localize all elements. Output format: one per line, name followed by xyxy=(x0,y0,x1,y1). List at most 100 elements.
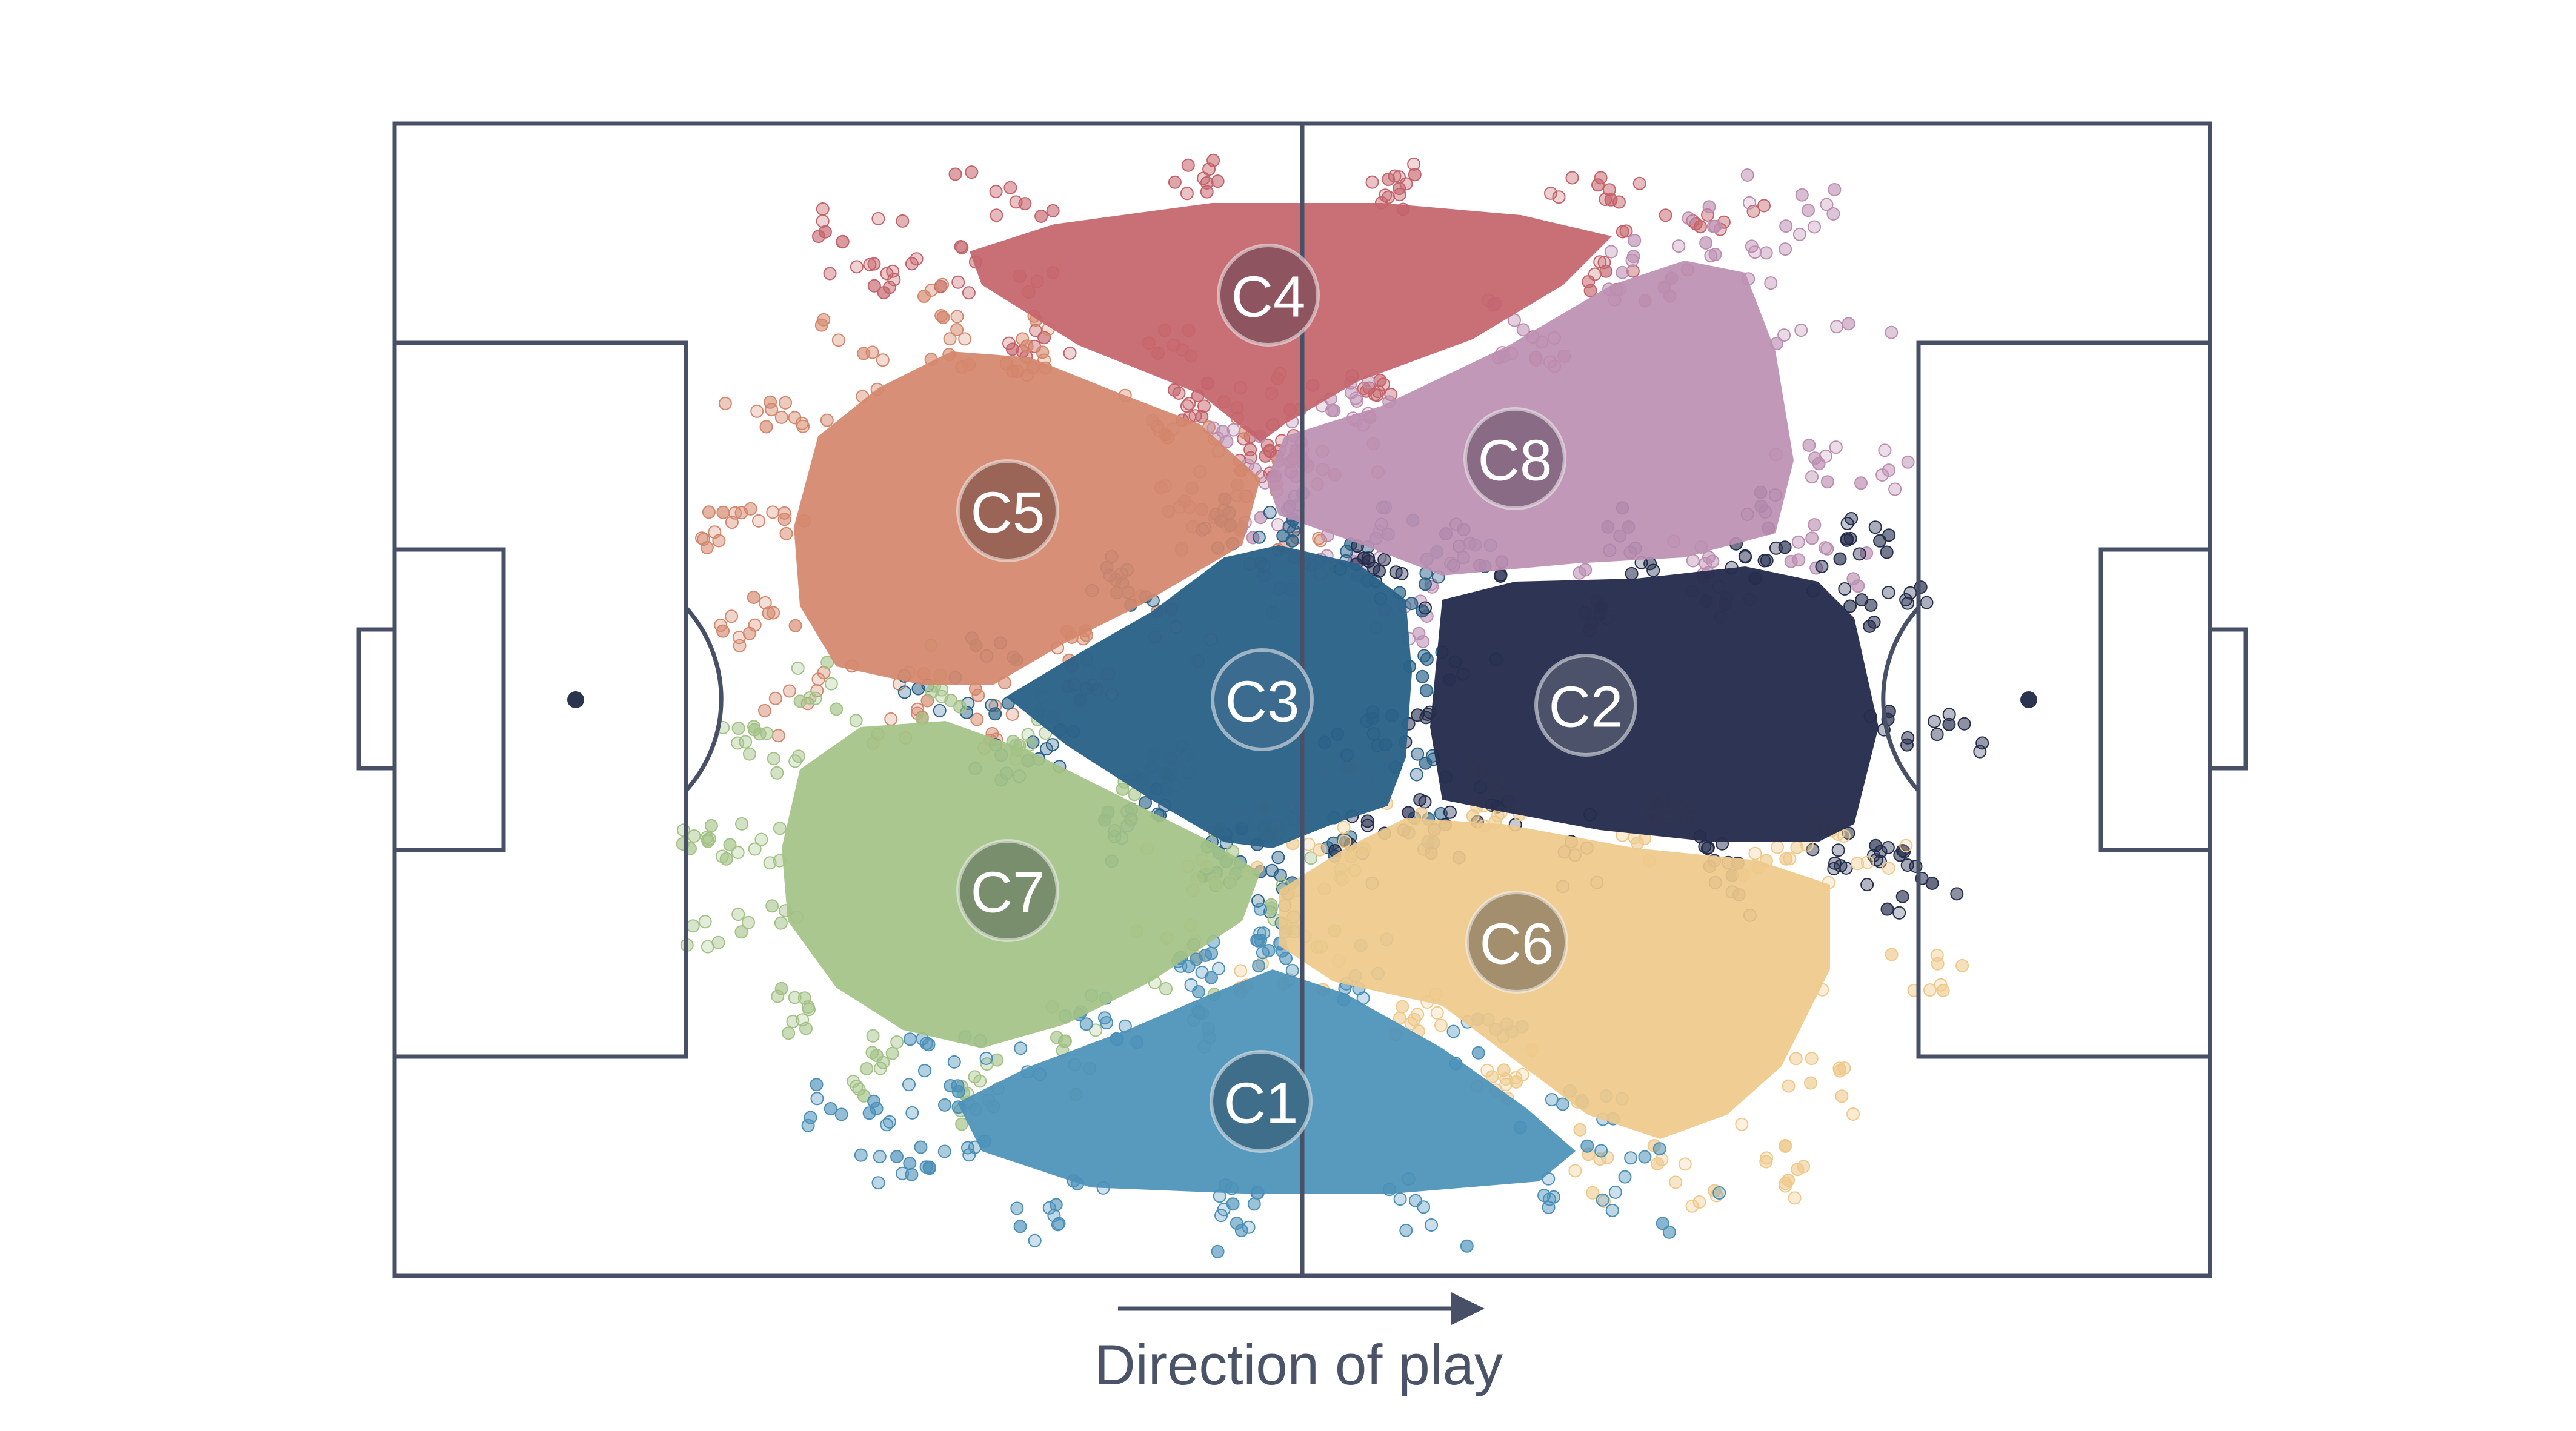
scatter-point xyxy=(1795,188,1809,202)
scatter-point xyxy=(1254,902,1267,916)
scatter-point xyxy=(1619,224,1633,238)
scatter-point xyxy=(1900,738,1914,752)
scatter-point xyxy=(731,736,745,750)
scatter-point xyxy=(1804,1076,1817,1090)
scatter-point xyxy=(1267,912,1281,926)
scatter-point xyxy=(1851,579,1865,593)
scatter-point xyxy=(1975,736,1989,750)
scatter-point xyxy=(1851,857,1865,871)
scatter-point xyxy=(748,618,762,632)
scatter-point xyxy=(1628,234,1642,247)
scatter-point xyxy=(1712,1186,1726,1200)
scatter-point xyxy=(988,707,1002,721)
scatter-point xyxy=(1882,586,1895,599)
scatter-point xyxy=(917,1064,931,1078)
scatter-point xyxy=(823,267,837,281)
scatter-point xyxy=(793,694,807,708)
scatter-point xyxy=(1828,856,1842,870)
scatter-point xyxy=(820,656,834,669)
scatter-point xyxy=(1604,245,1618,259)
scatter-point xyxy=(1942,717,1956,731)
scatter-point xyxy=(733,639,747,652)
cluster-badge-c3: C3 xyxy=(1211,648,1314,751)
scatter-point xyxy=(933,703,947,717)
scatter-point xyxy=(1779,1140,1792,1153)
scatter-point xyxy=(774,916,788,930)
scatter-point xyxy=(788,991,802,1004)
scatter-point xyxy=(836,235,850,249)
scatter-point xyxy=(1652,1142,1666,1156)
scatter-point xyxy=(1837,829,1851,843)
scatter-point xyxy=(914,1140,928,1154)
scatter-point xyxy=(1021,728,1035,742)
scatter-point xyxy=(1760,554,1774,568)
scatter-point xyxy=(1808,451,1822,465)
scatter-point xyxy=(1182,397,1196,411)
scatter-point xyxy=(1861,855,1874,869)
scatter-point xyxy=(849,714,863,728)
scatter-point xyxy=(1930,728,1944,742)
scatter-point xyxy=(1399,1223,1413,1237)
badge-circle-c4 xyxy=(1217,244,1320,347)
scatter-point xyxy=(958,332,972,346)
scatter-point xyxy=(1408,168,1422,182)
scatter-point xyxy=(782,684,796,698)
scatter-point xyxy=(1893,848,1907,862)
scatter-point xyxy=(890,1035,904,1049)
scatter-point xyxy=(919,1160,933,1174)
scatter-point xyxy=(1735,1117,1749,1131)
scatter-point xyxy=(1220,434,1234,448)
scatter-point xyxy=(830,702,844,716)
scatter-point xyxy=(1646,563,1660,577)
scatter-point xyxy=(880,1118,894,1132)
scatter-point xyxy=(1779,219,1793,233)
scatter-point xyxy=(773,822,787,835)
cluster-label-c2: C2 xyxy=(1549,675,1623,740)
scatter-point xyxy=(1425,1218,1439,1232)
scatter-point xyxy=(1808,518,1822,532)
scatter-point xyxy=(1265,863,1279,877)
scatter-point xyxy=(1830,320,1843,334)
scatter-point xyxy=(860,1062,874,1075)
scatter-point xyxy=(1840,533,1854,547)
scatter-point xyxy=(1411,1008,1425,1021)
scatter-point xyxy=(1588,267,1602,281)
scatter-point xyxy=(866,1029,880,1043)
scatter-point xyxy=(725,609,739,623)
scatter-point xyxy=(865,345,879,359)
scatter-point xyxy=(1159,982,1173,995)
scatter-point xyxy=(808,691,822,705)
scatter-point xyxy=(1416,669,1429,683)
scatter-point xyxy=(1936,984,1950,997)
scatter-point xyxy=(1784,554,1798,568)
scatter-point xyxy=(1920,596,1934,609)
scatter-point xyxy=(1337,834,1351,848)
scatter-point xyxy=(1407,157,1421,171)
scatter-point xyxy=(1250,933,1264,947)
scatter-point xyxy=(989,185,1003,199)
scatter-point xyxy=(885,1046,899,1060)
scatter-point xyxy=(1880,902,1894,916)
scatter-point xyxy=(1779,242,1792,256)
scatter-point xyxy=(1373,373,1387,387)
cluster-label-c3: C3 xyxy=(1225,669,1300,734)
scatter-point xyxy=(1740,168,1754,182)
cluster-badge-c7: C7 xyxy=(956,839,1059,942)
scatter-point xyxy=(723,838,737,852)
scatter-point xyxy=(1878,443,1892,457)
scatter-point xyxy=(1206,153,1220,167)
scatter-point xyxy=(1669,1175,1683,1189)
scatter-point xyxy=(1656,1217,1669,1230)
scatter-point xyxy=(1023,738,1037,752)
scatter-point xyxy=(886,264,900,278)
scatter-point xyxy=(1860,878,1874,892)
scatter-point xyxy=(766,505,780,519)
scatter-point xyxy=(1757,199,1771,213)
scatter-point xyxy=(1760,1151,1774,1165)
scatter-point xyxy=(1379,188,1393,202)
direction-indicator: Direction of play xyxy=(1094,1292,1503,1396)
scatter-point xyxy=(1414,807,1428,821)
scatter-point xyxy=(1192,985,1205,999)
scatter-point xyxy=(1049,1198,1063,1212)
